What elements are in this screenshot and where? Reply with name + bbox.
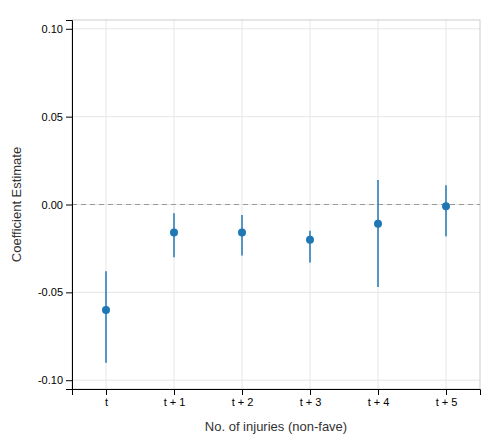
x-tick: t + 1 [164, 389, 186, 408]
point [102, 306, 110, 314]
y-grid-line [72, 204, 480, 205]
x-tick-label: t + 3 [300, 396, 322, 408]
error-bar [377, 180, 379, 287]
y-tick-mark [66, 205, 72, 206]
x-tick-label: t + 2 [232, 396, 254, 408]
y-tick: -0.05 [38, 286, 72, 298]
x-axis: t t + 1 t + 2 t + 3 t + 4 t + 5 [73, 389, 481, 408]
y-tick-mark [66, 29, 72, 30]
x-tick-label: t + 5 [436, 396, 458, 408]
x-tick-label: t + 4 [368, 396, 390, 408]
grid [72, 20, 480, 389]
y-axis-line [66, 21, 73, 390]
point [170, 229, 178, 237]
y-tick-mark [66, 117, 72, 118]
y-tick-label: 0.05 [42, 111, 63, 123]
y-tick-label: -0.05 [38, 286, 63, 298]
reference-line [72, 204, 480, 205]
x-axis-title: No. of injuries (non-fave) [205, 419, 347, 434]
y-grid-line [72, 380, 480, 381]
y-tick-mark [66, 380, 72, 381]
y-grid-line [72, 116, 480, 117]
y-tick: 0.00 [42, 199, 72, 211]
x-tick: t + 5 [436, 389, 458, 408]
x-axis-line [73, 390, 481, 396]
y-tick-mark [66, 292, 72, 293]
x-tick-label: t [105, 396, 108, 408]
error-bar [105, 271, 107, 362]
y-tick: -0.10 [38, 374, 72, 386]
x-tick-mark [242, 389, 243, 395]
error-bar [309, 231, 311, 263]
x-tick-mark [310, 389, 311, 395]
plot-frame [72, 20, 480, 389]
x-grid-line [378, 20, 379, 389]
point [442, 202, 450, 210]
y-tick-label: 0.00 [42, 199, 63, 211]
x-tick-mark [174, 389, 175, 395]
point [238, 229, 246, 237]
point [374, 220, 382, 228]
x-grid-line [106, 20, 107, 389]
y-tick: 0.05 [42, 111, 72, 123]
x-tick-label: t + 1 [164, 396, 186, 408]
y-axis: -0.10 -0.05 0.00 0.05 0.10 [38, 21, 73, 390]
x-tick: t [105, 389, 108, 408]
x-tick-mark [378, 389, 379, 395]
y-tick-label: 0.10 [42, 23, 63, 35]
x-tick-mark [446, 389, 447, 395]
x-tick: t + 4 [368, 389, 390, 408]
y-grid-line [72, 28, 480, 29]
x-tick: t + 2 [232, 389, 254, 408]
y-tick: 0.10 [42, 23, 72, 35]
point [306, 236, 314, 244]
y-tick-label: -0.10 [38, 374, 63, 386]
marks [72, 180, 480, 363]
x-tick: t + 3 [300, 389, 322, 408]
x-grid-line [242, 20, 243, 389]
chart: -0.10-0.050.000.050.10tt + 1t + 2t + 3t … [0, 0, 500, 445]
y-grid-line [72, 292, 480, 293]
x-tick-mark [106, 389, 107, 395]
y-axis-title: Coefficient Estimate [9, 147, 24, 262]
error-bar [445, 185, 447, 236]
plot-area: -0.10-0.050.000.050.10tt + 1t + 2t + 3t … [38, 20, 481, 408]
